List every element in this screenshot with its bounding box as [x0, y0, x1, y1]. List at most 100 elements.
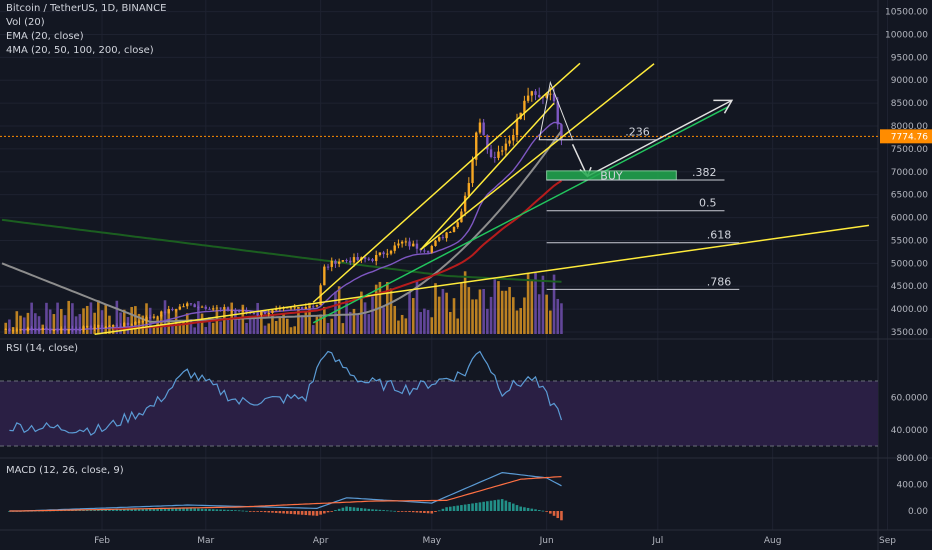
candle-body [78, 330, 82, 332]
macd-bar [430, 511, 434, 514]
volume-bar [274, 320, 278, 334]
candle-body [234, 310, 237, 312]
time-tick: Apr [313, 536, 329, 546]
volume-bar [26, 312, 30, 334]
candle-body [163, 311, 167, 314]
chart-legend: Bitcoin / TetherUS, 1D, BINANCE Vol (20)… [6, 2, 166, 58]
price-tick: 3500.00 [891, 328, 928, 338]
candle-body [415, 243, 419, 249]
time-tick: Aug [764, 536, 782, 546]
macd-bar [415, 511, 419, 513]
macd-bar [241, 510, 245, 512]
volume-bar [474, 299, 478, 334]
volume-bar [130, 306, 133, 334]
macd-bar [134, 508, 137, 511]
macd-bar [97, 509, 100, 511]
macd-bar [145, 508, 148, 511]
candle-body [48, 328, 52, 331]
candle-body [260, 312, 263, 315]
macd-bar [189, 508, 193, 511]
volume-bar [226, 319, 230, 334]
green-trendline [312, 106, 729, 324]
volume-bar [134, 306, 137, 334]
volume-bar [482, 288, 485, 334]
trendline-steep [312, 62, 581, 303]
candle-body [334, 260, 337, 264]
price-tick: 10500.00 [885, 8, 928, 18]
macd-bar [311, 511, 315, 516]
macd-bar [534, 509, 537, 511]
candle-body [215, 307, 219, 309]
macd-bar [252, 511, 256, 512]
candle-body [430, 245, 433, 253]
volume-bar [182, 322, 185, 334]
macd-bar [519, 506, 522, 511]
macd-bar [204, 508, 208, 511]
volume-bar [56, 302, 59, 334]
candle-body [274, 309, 278, 311]
candle-body [82, 326, 85, 331]
macd-bar [549, 511, 552, 514]
macd-bar [426, 511, 430, 514]
macd-bar [148, 508, 152, 511]
macd-bar [104, 509, 108, 511]
candle-body [449, 231, 452, 233]
volume-bar [197, 301, 200, 334]
volume-bar [297, 307, 300, 334]
volume-bar [248, 318, 252, 334]
macd-bar [456, 505, 460, 511]
volume-bar [278, 316, 282, 334]
candle-body [19, 329, 22, 331]
candle-body [241, 310, 245, 312]
macd-bar [441, 508, 445, 511]
candle-body [8, 329, 11, 331]
candle-body [541, 97, 545, 99]
macd-bar [226, 509, 230, 511]
volume-bar [223, 307, 226, 334]
candle-body [37, 329, 41, 331]
volume-bar [463, 271, 467, 334]
macd-bar [356, 507, 359, 511]
volume-bar [400, 314, 404, 334]
volume-bar [304, 312, 308, 334]
macd-bar [419, 511, 422, 513]
price-tick: 8000.00 [891, 122, 928, 132]
candle-body [308, 306, 311, 308]
macd-bar [393, 510, 397, 512]
volume-bar [497, 281, 500, 334]
macd-bar [530, 508, 534, 511]
last-price-text: 7774.76 [891, 132, 928, 142]
volume-bar [504, 290, 508, 334]
fib-label: 0.5 [699, 197, 717, 210]
trendlines [94, 62, 870, 336]
candle-body [304, 307, 308, 310]
macd-bar [160, 508, 163, 511]
candle-body [400, 241, 404, 244]
macd-bar [408, 511, 411, 512]
macd-bar [437, 510, 441, 512]
macd-bar [319, 511, 322, 515]
macd-bar [285, 511, 289, 514]
volume-bar [423, 308, 426, 334]
macd-tick: 800.00 [897, 454, 929, 464]
volume-bar [371, 296, 374, 334]
candle-body [337, 261, 341, 264]
macd-bar [89, 509, 93, 511]
candle-body [4, 329, 7, 331]
candle-body [382, 252, 385, 255]
volume-bar [78, 314, 82, 334]
volume-bar [59, 309, 63, 334]
macd-bar [308, 511, 311, 516]
ma-label: 4MA (20, 50, 100, 200, close) [6, 45, 154, 56]
candle-body [267, 313, 270, 315]
ma50-line [113, 179, 563, 330]
candle-body [412, 243, 415, 247]
candle-body [230, 310, 233, 312]
macd-bar [552, 511, 556, 516]
macd-bar [100, 509, 104, 511]
candle-body [130, 324, 133, 326]
macd-bar [93, 509, 96, 511]
candle-body [549, 93, 552, 95]
volume-bar [48, 309, 52, 334]
